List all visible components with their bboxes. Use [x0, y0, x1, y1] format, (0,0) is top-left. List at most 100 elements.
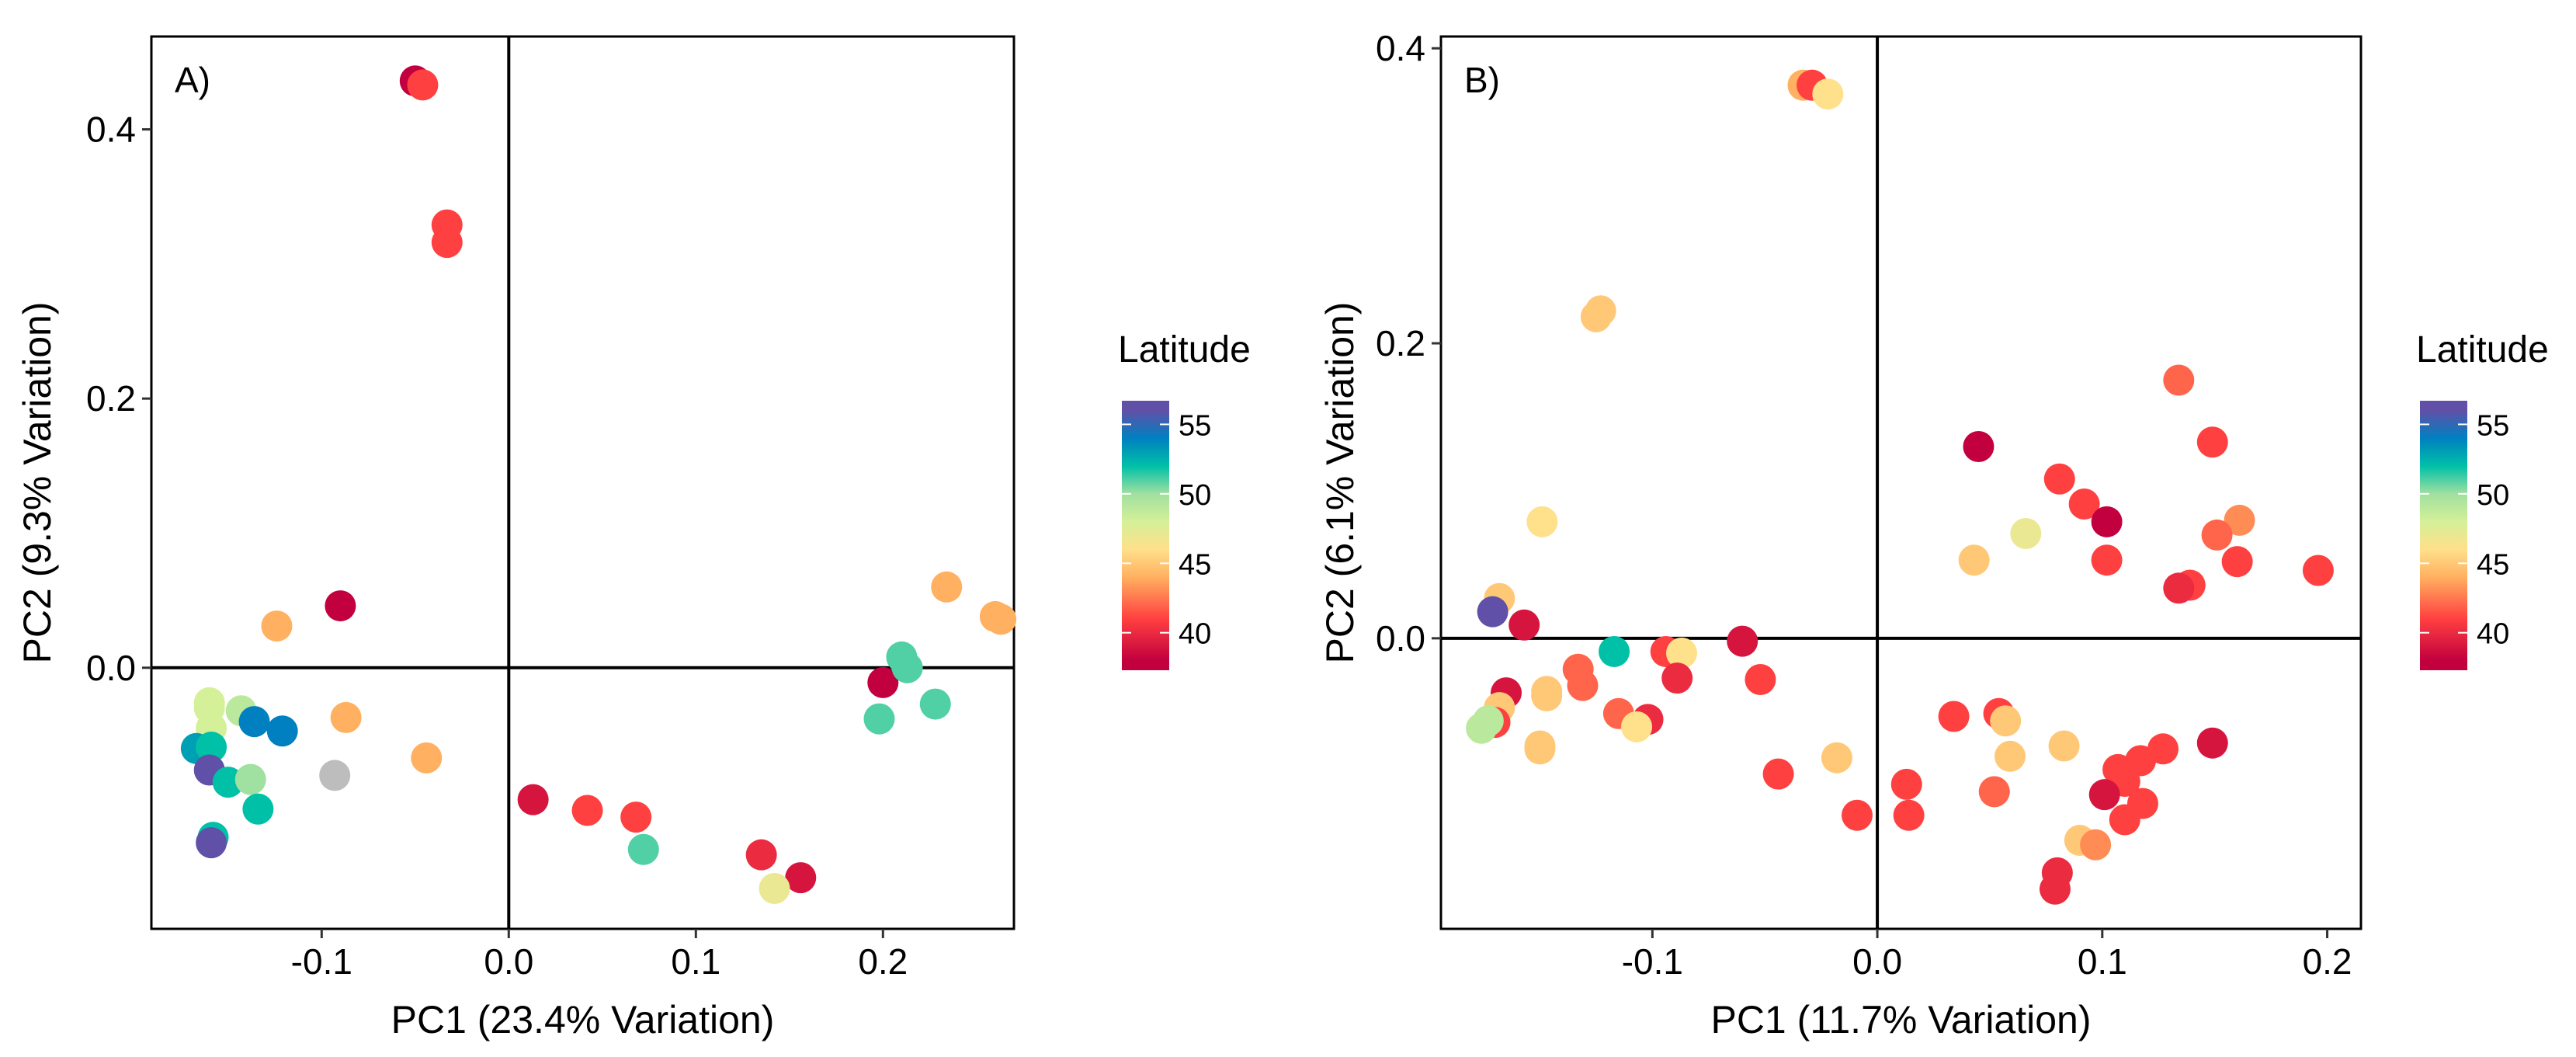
- data-point: [1477, 596, 1508, 628]
- data-point: [431, 227, 463, 259]
- data-point: [407, 69, 439, 101]
- data-point: [2039, 873, 2071, 905]
- data-point: [745, 839, 777, 871]
- y-tick-label: 0.0: [86, 648, 136, 688]
- y-tick-label: 0.0: [1376, 618, 1425, 659]
- data-point: [759, 873, 790, 905]
- data-point: [1526, 506, 1558, 537]
- colorbar-tick-label: 55: [2477, 409, 2509, 442]
- data-point: [234, 763, 266, 795]
- colorbar-tick-label: 45: [1179, 548, 1211, 581]
- data-point: [2221, 546, 2253, 578]
- data-point: [867, 666, 899, 698]
- colorbar-tick-label: 50: [2477, 479, 2509, 512]
- data-point: [627, 833, 659, 865]
- data-point: [2010, 518, 2042, 550]
- colorbar: [1122, 401, 1169, 670]
- x-axis-title: PC1 (11.7% Variation): [1710, 998, 2091, 1041]
- data-point: [2147, 733, 2179, 765]
- y-tick-label: 0.2: [1376, 323, 1425, 363]
- data-point: [1938, 701, 1970, 732]
- data-point: [863, 703, 895, 735]
- data-point: [2201, 519, 2233, 551]
- data-point: [919, 688, 951, 720]
- data-point: [1524, 733, 1556, 765]
- legend-title: Latitude: [2416, 329, 2549, 370]
- panel-label: B): [1464, 60, 1500, 100]
- data-point: [1599, 635, 1630, 667]
- panel-label: A): [175, 60, 210, 100]
- data-point: [1567, 669, 1599, 701]
- data-point: [2043, 463, 2075, 495]
- data-point: [330, 701, 362, 733]
- data-point: [2224, 504, 2255, 536]
- data-point: [2163, 364, 2195, 396]
- x-axis-title: PC1 (23.4% Variation): [391, 998, 775, 1041]
- colorbar-tick-label: 45: [2477, 548, 2509, 581]
- x-tick-label: -0.1: [1622, 941, 1683, 982]
- data-point: [1531, 680, 1563, 711]
- colorbar-tick-label: 40: [1179, 618, 1211, 651]
- data-point: [571, 794, 603, 826]
- data-point: [620, 801, 652, 833]
- data-point: [1890, 768, 1922, 800]
- data-point: [891, 652, 923, 683]
- y-tick-label: 0.4: [86, 110, 136, 150]
- y-axis-title: PC2 (6.1% Variation): [1318, 302, 1362, 664]
- colorbar-tick-label: 55: [1179, 409, 1211, 442]
- data-point: [2080, 829, 2112, 861]
- colorbar: [2420, 401, 2467, 670]
- data-point: [1812, 78, 1844, 110]
- data-point: [196, 732, 227, 763]
- data-point: [2163, 572, 2195, 604]
- data-point: [266, 715, 298, 747]
- data-point: [1958, 544, 1990, 576]
- data-point: [985, 603, 1017, 635]
- data-point: [2109, 804, 2140, 836]
- data-point: [1661, 662, 1693, 694]
- data-point: [1762, 758, 1794, 790]
- panel-b: -0.1 0.0 0.1 0.2 0.0 0.2 0.4 PC1 (11.7% Variati…: [1318, 28, 2549, 1041]
- data-point: [2196, 426, 2228, 458]
- data-point: [242, 793, 274, 825]
- panel-a: -0.1 0.0 0.1 0.2 0.0 0.2 0.4 PC1 (23.4% Variati…: [16, 35, 1251, 1041]
- data-point: [931, 571, 963, 603]
- data-point: [1963, 430, 1994, 462]
- x-tick-label: 0.1: [2078, 941, 2127, 982]
- data-point: [1508, 609, 1540, 641]
- data-point: [2068, 489, 2100, 520]
- x-tick-label: -0.1: [291, 941, 352, 982]
- x-tick-label: 0.1: [671, 941, 720, 982]
- data-point: [1821, 742, 1852, 774]
- data-point: [411, 742, 443, 774]
- data-point: [1466, 712, 1498, 744]
- data-point: [196, 827, 227, 859]
- data-point: [785, 862, 817, 894]
- data-point: [2091, 506, 2123, 537]
- data-point: [212, 767, 244, 798]
- data-point: [2196, 727, 2228, 759]
- data-point: [261, 610, 293, 642]
- x-tick-label: 0.0: [1852, 941, 1902, 982]
- data-point: [2302, 555, 2334, 586]
- data-point: [1978, 776, 2010, 808]
- y-tick-label: 0.2: [86, 378, 136, 419]
- data-point: [2048, 730, 2080, 762]
- data-point: [1994, 740, 2026, 772]
- colorbar-tick-label: 40: [2477, 618, 2509, 651]
- data-point: [1842, 799, 1873, 831]
- colorbar-tick-label: 50: [1179, 479, 1211, 512]
- legend-title: Latitude: [1118, 329, 1251, 370]
- data-point: [2088, 779, 2120, 811]
- data-point: [2091, 544, 2123, 576]
- data-point: [319, 760, 351, 791]
- y-tick-label: 0.4: [1376, 28, 1425, 68]
- data-point: [517, 784, 549, 815]
- plot-area: [150, 35, 1015, 930]
- x-tick-label: 0.2: [858, 941, 908, 982]
- data-point: [1580, 301, 1612, 332]
- x-tick-label: 0.0: [484, 941, 533, 982]
- data-point: [1893, 799, 1925, 831]
